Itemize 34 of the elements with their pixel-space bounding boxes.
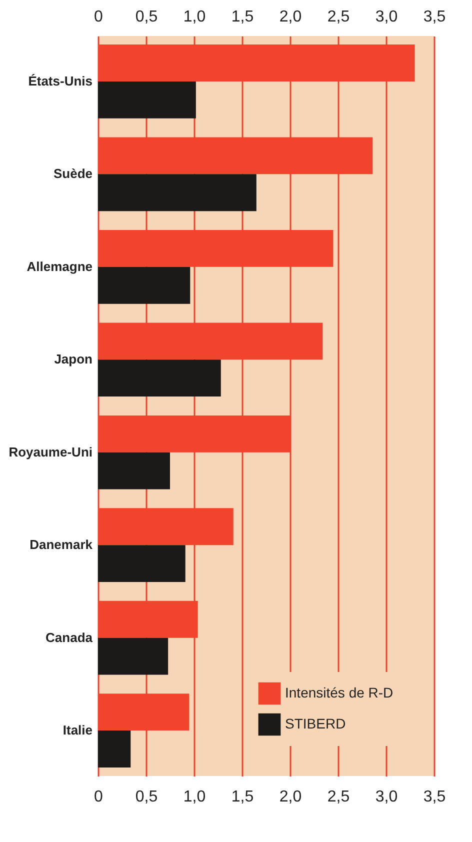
bar bbox=[98, 360, 221, 397]
y-tick-label: Allemagne bbox=[26, 258, 92, 274]
y-tick-label: Danemark bbox=[30, 537, 94, 552]
bar bbox=[98, 545, 186, 582]
bar bbox=[98, 638, 168, 675]
x2-tick-label: 2,0 bbox=[279, 788, 302, 806]
x-tick-label: 1,0 bbox=[183, 8, 206, 26]
x-tick-label: 3,5 bbox=[423, 8, 446, 26]
y-tick-label: Canada bbox=[46, 630, 94, 645]
x-tick-label: 1,5 bbox=[231, 8, 254, 26]
x-tick-label: 2,5 bbox=[327, 8, 350, 26]
x-tick-label: 3,0 bbox=[375, 8, 398, 26]
legend-label: Intensités de R-D bbox=[285, 684, 394, 700]
x2-tick-label: 0,5 bbox=[135, 788, 158, 806]
y-tick-label: Suède bbox=[53, 166, 92, 182]
y-tick-label: Royaume-Uni bbox=[8, 444, 92, 460]
x-tick-label: 2,0 bbox=[279, 8, 302, 26]
x-tick-label: 0 bbox=[94, 8, 104, 26]
y-tick-label: États-Unis bbox=[28, 73, 92, 88]
bar bbox=[98, 174, 256, 212]
x2-tick-label: 0 bbox=[94, 788, 104, 806]
x2-tick-label: 3,0 bbox=[375, 788, 398, 806]
x2-tick-label: 1,5 bbox=[231, 788, 254, 806]
x2-tick-label: 1,0 bbox=[183, 788, 206, 806]
bar bbox=[98, 730, 131, 768]
y-tick-label: Italie bbox=[62, 722, 92, 738]
legend-label: STIBERD bbox=[285, 716, 346, 732]
y-tick-label: Japon bbox=[54, 352, 93, 367]
x-tick-label: 0,5 bbox=[135, 8, 158, 26]
bar bbox=[98, 452, 170, 490]
bar bbox=[98, 266, 190, 304]
x2-tick-label: 2,5 bbox=[327, 788, 350, 806]
bar bbox=[98, 81, 196, 118]
x2-tick-label: 3,5 bbox=[423, 788, 446, 806]
